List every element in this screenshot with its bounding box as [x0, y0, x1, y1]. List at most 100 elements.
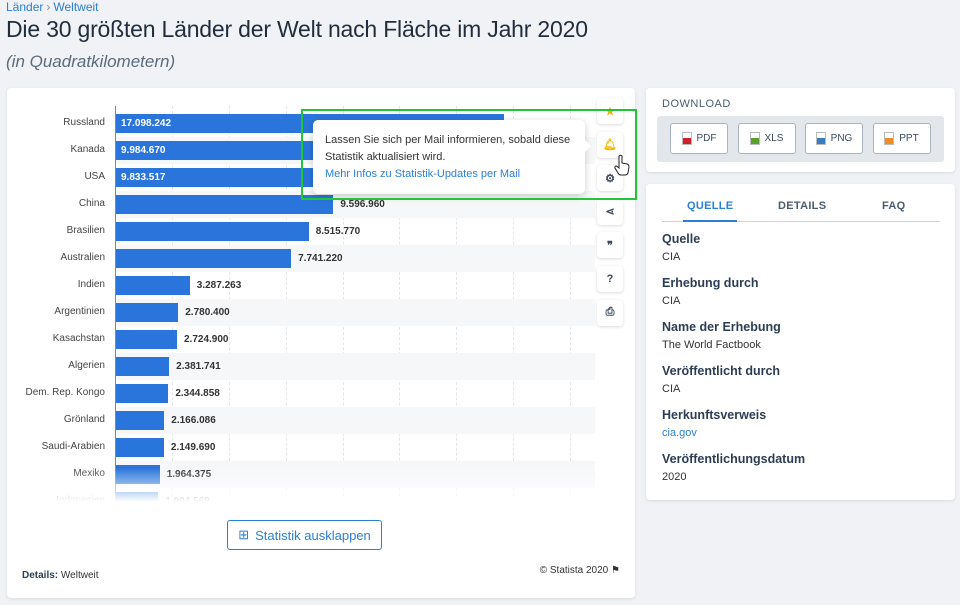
- file-ppt-icon: [884, 132, 895, 145]
- hand-cursor-icon: [614, 154, 630, 176]
- bell-button[interactable]: 🔔︎: [597, 131, 623, 158]
- row-stripe: [115, 407, 595, 434]
- category-label: Indien: [77, 279, 105, 290]
- bar[interactable]: [115, 249, 292, 268]
- download-pdf-button[interactable]: PDF: [670, 123, 728, 154]
- value-label: 9.833.517: [121, 172, 166, 183]
- value-label: 9.984.670: [121, 145, 166, 156]
- value-label: 2.149.690: [170, 442, 216, 453]
- value-label: 7.741.220: [298, 253, 343, 264]
- file-pdf-icon: [681, 132, 692, 145]
- category-label: Kasachstan: [52, 333, 105, 344]
- category-label: Saudi-Arabien: [41, 441, 105, 452]
- source-tabs: QUELLE DETAILS FAQ: [662, 198, 940, 222]
- source-field: Herkunftsverweis cia.gov: [662, 408, 766, 439]
- field-label: Herkunftsverweis: [662, 408, 767, 422]
- bar[interactable]: [115, 222, 309, 241]
- value-label: 2.344.858: [175, 388, 220, 399]
- bar[interactable]: [115, 168, 339, 187]
- page-title: Die 30 größten Länder der Welt nach Fläc…: [6, 16, 588, 42]
- value-label: 2.166.086: [171, 415, 216, 426]
- value-label: 9.596.960: [340, 199, 385, 210]
- tab-quelle[interactable]: QUELLE: [682, 200, 738, 222]
- download-card: DOWNLOAD PDF XLS PNG PPT: [646, 88, 955, 172]
- download-png-button[interactable]: PNG: [805, 123, 863, 154]
- row-stripe: [115, 299, 595, 326]
- statistic-updates-link[interactable]: Mehr Infos zu Statistik-Updates per Mail: [325, 168, 521, 180]
- category-label: Argentinien: [54, 306, 105, 317]
- category-label: Australien: [60, 252, 105, 263]
- bar[interactable]: [115, 303, 179, 322]
- help-button[interactable]: ?: [597, 266, 623, 292]
- fade-overlay: [7, 468, 597, 508]
- download-ppt-button[interactable]: PPT: [872, 123, 931, 154]
- print-icon: ⎙: [605, 306, 615, 319]
- category-label: Grönland: [63, 414, 105, 425]
- bar[interactable]: [115, 276, 190, 295]
- value-label: 2.724.900: [183, 334, 229, 345]
- breadcrumb: Länder › Weltweit: [6, 0, 99, 14]
- copyright: © Statista 2020 ⚑: [539, 565, 620, 576]
- share-button[interactable]: ⋖: [597, 198, 623, 225]
- bar-chart: Russland 17.098.242 Kanada 9.984.670 USA 9.83…: [7, 88, 635, 508]
- quote-icon: ❞: [607, 239, 613, 252]
- flag-icon[interactable]: ⚑: [611, 565, 620, 576]
- category-label: Kanada: [70, 144, 105, 155]
- field-label: Erhebung durch: [662, 276, 759, 290]
- file-xls-icon: [749, 132, 760, 145]
- field-value: CIA: [662, 295, 681, 307]
- field-label: Quelle: [662, 232, 701, 246]
- source-card: QUELLE DETAILS FAQ Quelle CIA Erhebung durch…: [646, 184, 955, 500]
- share-icon: ⋖: [605, 206, 615, 219]
- quote-button[interactable]: ❞: [597, 232, 623, 259]
- value-label: 3.287.263: [196, 280, 242, 291]
- bar[interactable]: [115, 384, 169, 403]
- expand-statistic-button[interactable]: ⊞ Statistik ausklappen: [227, 520, 382, 550]
- bar[interactable]: [115, 195, 334, 214]
- download-title: DOWNLOAD: [662, 98, 731, 110]
- star-button[interactable]: ★: [597, 98, 623, 124]
- source-field: Veröffentlicht durch CIA: [662, 364, 780, 395]
- value-label: 17.098.242: [121, 118, 172, 129]
- bar[interactable]: [115, 438, 164, 457]
- notification-tooltip: Lassen Sie sich per Mail informieren, so…: [313, 120, 591, 194]
- field-value: CIA: [662, 251, 681, 263]
- value-label: 2.780.400: [185, 307, 230, 318]
- field-label: Veröffentlichungsdatum: [662, 452, 806, 466]
- details-text: Details: Weltweit: [22, 570, 99, 581]
- highlight-box: [301, 109, 637, 200]
- source-field: Quelle CIA: [662, 232, 700, 263]
- download-xls-button[interactable]: XLS: [737, 123, 796, 154]
- bar[interactable]: [115, 357, 170, 376]
- bar[interactable]: [115, 411, 165, 430]
- tab-details[interactable]: DETAILS: [778, 200, 827, 212]
- print-button[interactable]: ⎙: [597, 299, 623, 326]
- value-label: 2.381.741: [176, 361, 221, 372]
- source-field: Name der Erhebung The World Factbook: [662, 320, 781, 351]
- star-icon: ★: [605, 105, 615, 118]
- field-value[interactable]: cia.gov: [662, 427, 697, 439]
- category-label: China: [78, 198, 105, 209]
- y-axis-line: [115, 106, 116, 506]
- bar[interactable]: [115, 141, 343, 160]
- file-png-icon: [815, 132, 826, 145]
- row-stripe: [115, 353, 595, 380]
- plus-square-icon: ⊞: [238, 527, 250, 542]
- field-value: The World Factbook: [662, 339, 761, 351]
- breadcrumb-laender[interactable]: Länder: [6, 0, 44, 14]
- source-field: Erhebung durch CIA: [662, 276, 759, 307]
- tab-faq[interactable]: FAQ: [882, 200, 906, 212]
- help-icon: ?: [606, 273, 614, 285]
- value-label: 8.515.770: [315, 226, 361, 237]
- gear-icon: ⚙: [605, 172, 615, 185]
- bell-icon: 🔔︎: [603, 139, 617, 152]
- source-field: Veröffentlichungsdatum 2020: [662, 452, 805, 483]
- category-label: Dem. Rep. Kongo: [25, 387, 106, 398]
- field-label: Name der Erhebung: [662, 320, 781, 334]
- breadcrumb-weltweit[interactable]: Weltweit: [53, 0, 99, 14]
- bar[interactable]: [115, 330, 177, 349]
- category-label: Russland: [63, 117, 105, 128]
- category-label: USA: [84, 171, 105, 182]
- field-value: 2020: [662, 471, 687, 483]
- field-label: Veröffentlicht durch: [662, 364, 781, 378]
